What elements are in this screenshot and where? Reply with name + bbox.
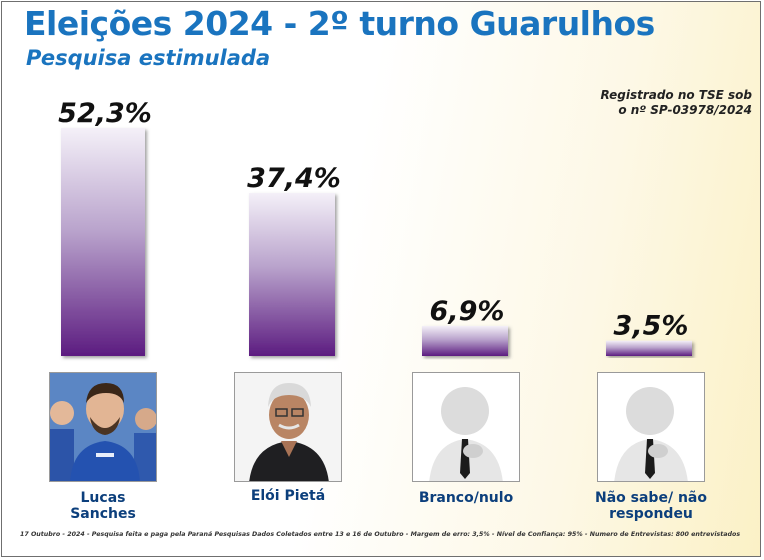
category-label-lucas-sanches: Lucas Sanches xyxy=(70,490,136,522)
value-label-3: 6,9% xyxy=(430,296,505,327)
photo-nao-sabe xyxy=(597,372,705,482)
registration-line-2: o nº SP-03978/2024 xyxy=(618,103,752,117)
value-label-1: 52,3% xyxy=(58,98,152,129)
generic-person-icon xyxy=(598,373,704,481)
bar-chart: 52,3% 37,4% 6,9% 3,5% xyxy=(58,98,692,356)
tse-registration-note: Registrado no TSE sob o nº SP-03978/2024 xyxy=(512,88,752,118)
photo-eloi-pieta xyxy=(234,372,342,482)
chart-subtitle: Pesquisa estimulada xyxy=(26,46,271,70)
photo-lucas-sanches xyxy=(49,372,157,482)
registration-line-1: Registrado no TSE sob xyxy=(600,88,752,102)
bar-3 xyxy=(422,325,508,356)
bar-1 xyxy=(61,128,145,356)
category-label-eloi-pieta: Elói Pietá xyxy=(250,488,326,504)
category-label-branco-nulo: Branco/nulo xyxy=(418,490,514,506)
photo-branco-nulo xyxy=(412,372,520,482)
methodology-footnote: 17 Outubro - 2024 - Pesquisa feita e pag… xyxy=(20,531,741,538)
candidate-portrait-image xyxy=(235,373,341,481)
value-label-4: 3,5% xyxy=(614,311,689,342)
value-label-2: 37,4% xyxy=(247,163,341,194)
generic-person-icon xyxy=(413,373,519,481)
chart-title: Eleições 2024 - 2º turno Guarulhos xyxy=(24,4,655,43)
candidate-portrait-image xyxy=(50,373,156,481)
category-label-nao-sabe: Não sabe/ não respondeu xyxy=(595,490,707,522)
bar-4 xyxy=(606,340,692,356)
bar-2 xyxy=(249,192,335,356)
